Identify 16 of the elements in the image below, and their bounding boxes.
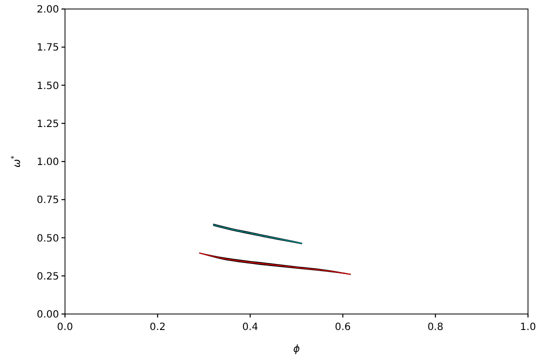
x-tick-label: 0.0	[57, 322, 73, 333]
y-tick-label: 0.50	[36, 233, 59, 244]
y-tick-label: 1.50	[36, 80, 59, 92]
y-tick-label: 2.00	[36, 4, 59, 16]
x-axis-title: ϕ	[293, 344, 300, 355]
y-tick-label: 1.00	[36, 157, 59, 168]
y-tick-label: 0.25	[36, 271, 59, 282]
y-tick-label: 0.00	[36, 310, 59, 320]
x-tick-label: 0.2	[150, 322, 166, 333]
y-tick-label: 1.25	[36, 118, 59, 130]
x-tick-label: 0.8	[427, 322, 444, 333]
x-tick-label: 0.4	[242, 322, 258, 333]
x-tick-label: 0.6	[334, 322, 351, 333]
x-tick-label: 1.0	[520, 322, 536, 333]
y-tick-label: 0.75	[36, 195, 59, 206]
y-tick-label: 1.75	[36, 42, 59, 54]
